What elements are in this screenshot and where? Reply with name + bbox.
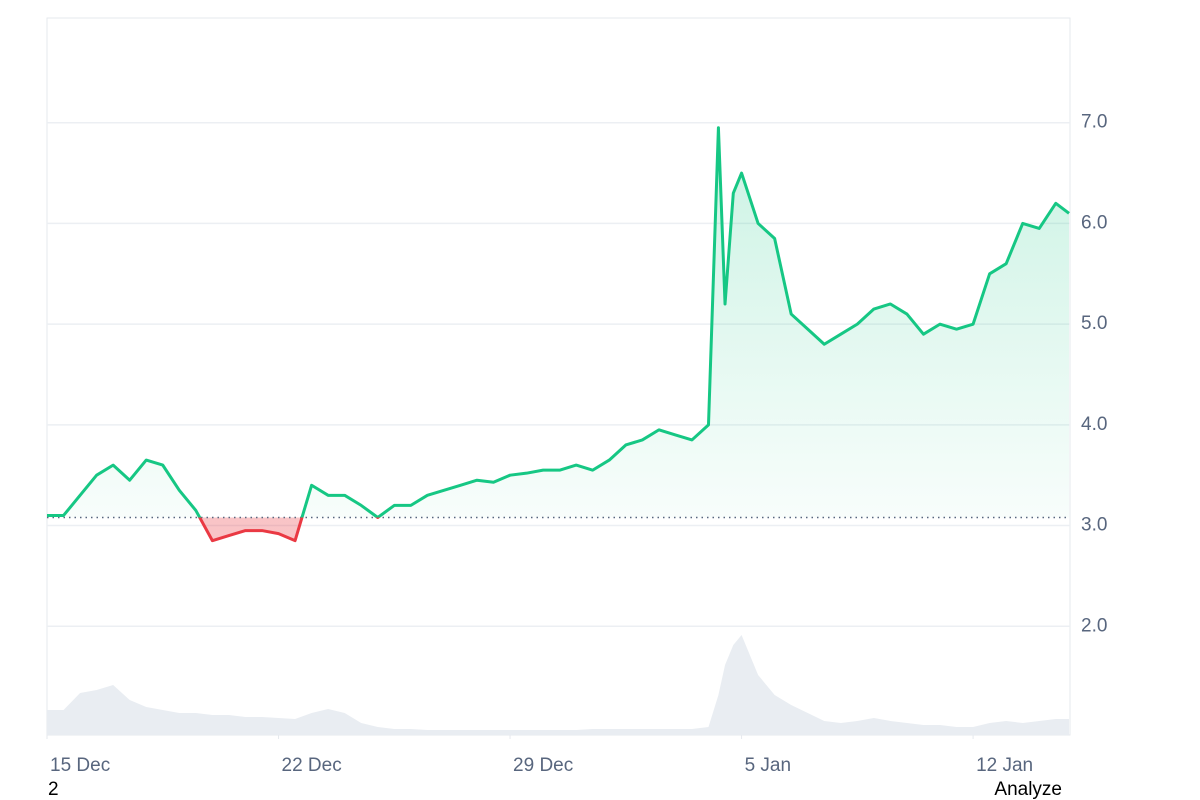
x-tick-label: 22 Dec bbox=[282, 755, 342, 776]
y-tick-label: 4.0 bbox=[1081, 414, 1107, 435]
y-tick-label: 2.0 bbox=[1081, 615, 1107, 636]
y-tick-label: 6.0 bbox=[1081, 212, 1107, 233]
x-tick-label: 15 Dec bbox=[50, 755, 110, 776]
price-line bbox=[47, 126, 1070, 543]
footer-left: 2 bbox=[48, 779, 59, 800]
labels: 2.0 3.0 4.0 5.0 6.0 7.0 15 Dec 22 Dec 29 Dec 5 Ja… bbox=[50, 112, 1107, 776]
x-tick-label: 12 Jan bbox=[976, 755, 1033, 776]
volume-area bbox=[47, 635, 1070, 735]
x-tick-label: 5 Jan bbox=[745, 755, 791, 776]
x-tick-label: 29 Dec bbox=[513, 755, 573, 776]
y-tick-label: 5.0 bbox=[1081, 313, 1107, 334]
footer-right[interactable]: Analyze bbox=[994, 779, 1062, 800]
y-tick-label: 3.0 bbox=[1081, 515, 1107, 536]
y-tick-label: 7.0 bbox=[1081, 112, 1107, 133]
price-area bbox=[47, 127, 1070, 541]
marks bbox=[47, 126, 1070, 735]
